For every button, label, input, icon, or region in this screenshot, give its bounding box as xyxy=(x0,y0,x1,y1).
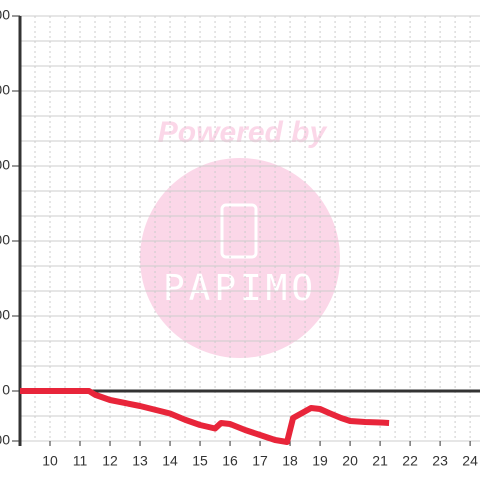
x-tick-label: 17 xyxy=(252,453,268,469)
x-tick-label: 21 xyxy=(372,453,388,469)
x-tick-label: 15 xyxy=(192,453,208,469)
x-tick-label: 13 xyxy=(132,453,148,469)
y-tick-label: 30,000 xyxy=(0,307,10,323)
y-tick-label: 150,000 xyxy=(0,7,10,23)
x-tick-label: 22 xyxy=(402,453,418,469)
watermark-phone xyxy=(220,203,258,259)
x-tick-label: 16 xyxy=(222,453,238,469)
watermark-logo: PAPIMO xyxy=(163,268,317,309)
y-tick-label: -20,000 xyxy=(0,432,10,448)
y-tick-label: 0 xyxy=(2,382,10,398)
y-tick-label: 60,000 xyxy=(0,232,10,248)
x-tick-label: 10 xyxy=(42,453,58,469)
y-tick-label: 120,000 xyxy=(0,82,10,98)
x-tick-label: 11 xyxy=(73,453,88,469)
watermark-title: Powered by xyxy=(158,116,328,149)
x-tick-label: 24 xyxy=(462,453,478,469)
x-tick-label: 20 xyxy=(342,453,358,469)
line xyxy=(20,388,390,445)
x-tick-label: 18 xyxy=(282,453,298,469)
y-tick-label: 90,000 xyxy=(0,157,10,173)
x-tick-label: 14 xyxy=(162,453,178,469)
x-tick-label: 12 xyxy=(102,453,118,469)
x-tick-label: 19 xyxy=(312,453,328,469)
x-tick-label: 23 xyxy=(432,453,448,469)
watermark: Powered by PAPIMO xyxy=(140,116,340,358)
